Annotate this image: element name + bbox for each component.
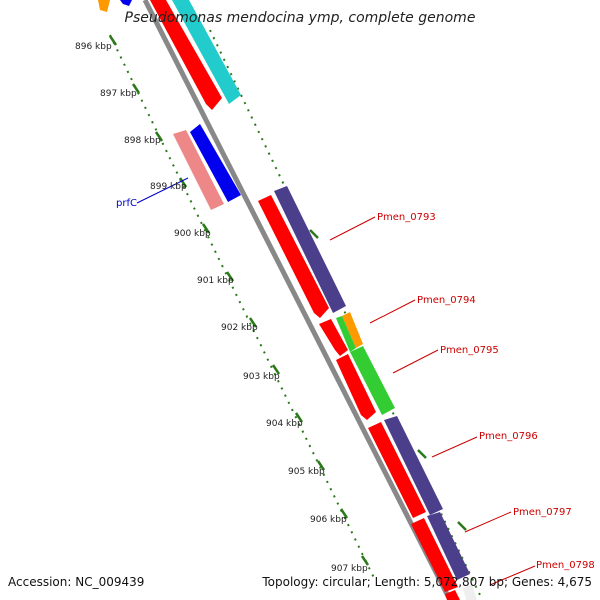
gene-purple-0796 [384,416,443,515]
gene-green-0794 [336,316,356,352]
ruler-label: 900 kbp [174,229,211,239]
backbone [142,0,453,600]
gene-red-0794 [319,319,348,356]
gene-label-prfC[interactable]: prfC [116,198,137,209]
gene-blue-prfC [190,124,241,202]
ruler-label: 904 kbp [266,419,303,429]
gene-label-pmen-0798[interactable]: Pmen_0798 [536,560,595,571]
gene-orange-0794 [342,312,363,348]
ruler-track [109,34,376,581]
ruler-label: 899 kbp [150,182,187,192]
ruler-label: 907 kbp [331,564,368,574]
ruler-label: 901 kbp [197,276,234,286]
gene-green-0795 [350,346,395,415]
ruler-label: 903 kbp [243,372,280,382]
gene-orange-top [98,0,110,12]
gene-red-0797 [411,518,458,592]
gene-label-pmen-0794[interactable]: Pmen_0794 [417,295,476,306]
gene-label-pmen-0797[interactable]: Pmen_0797 [513,507,572,518]
ruler-labels: 896 kbp 897 kbp 898 kbp 899 kbp 900 kbp … [75,42,368,574]
outer-ticks [309,229,467,531]
gene-label-pmen-0793[interactable]: Pmen_0793 [377,212,436,223]
ruler-label: 898 kbp [124,136,161,146]
gene-red-0796 [368,422,426,518]
gene-purple-0793 [274,186,346,313]
gene-cyan-top [172,0,241,104]
gene-label-pmen-0796[interactable]: Pmen_0796 [479,431,538,442]
callout-lines [136,177,536,586]
ruler-label: 902 kbp [221,323,258,333]
gene-features [98,0,477,600]
accession-label: Accession: NC_009439 [8,575,145,589]
ruler-label: 906 kbp [310,515,347,525]
ruler-label: 905 kbp [288,467,325,477]
gene-blue-top [120,0,132,6]
gene-red-0793 [258,195,329,318]
gene-purple-0797 [427,512,470,580]
map-title: Pseudomonas mendocina ymp, complete geno… [124,10,476,26]
gene-red-0795 [336,354,376,420]
genome-summary: Topology: circular; Length: 5,072,807 bp… [262,575,592,589]
gene-labels: prfC Pmen_0793 Pmen_0794 Pmen_0795 Pmen_… [116,198,595,571]
ruler-label: 896 kbp [75,42,112,52]
ruler-label: 897 kbp [100,89,137,99]
gene-red-0798 [445,590,460,600]
gene-pink-prfC [173,130,224,210]
gene-label-pmen-0795[interactable]: Pmen_0795 [440,345,499,356]
gene-red-top [150,0,222,110]
ruler-ticks [108,35,370,566]
gene-white-0798 [463,584,477,600]
